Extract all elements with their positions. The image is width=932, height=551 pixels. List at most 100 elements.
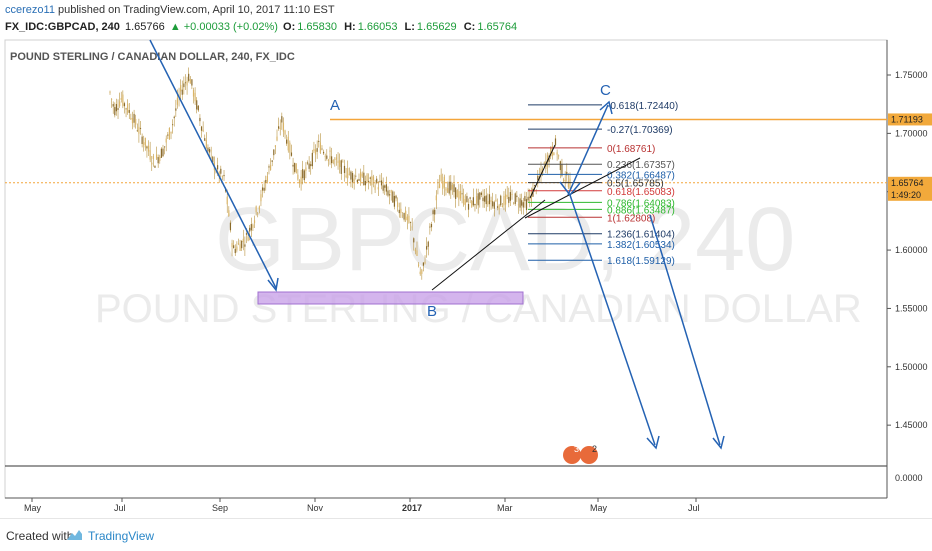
symbol-label: FX_IDC:GBPCAD, 240 [5, 21, 120, 33]
candle-body [422, 262, 425, 266]
candle-body [303, 170, 305, 181]
fib-level-label: -0.618(1.72440) [607, 101, 678, 112]
y-tick-label: 1.45000 [895, 420, 928, 430]
candle-body [111, 98, 113, 100]
publish-line: ccerezo11 published on TradingView.com, … [5, 4, 335, 16]
candle-body [260, 194, 262, 202]
tradingview-link[interactable]: TradingView [88, 529, 155, 543]
high-label: H: [344, 21, 356, 33]
support-box[interactable] [257, 291, 524, 305]
price-chart[interactable]: GBPCAD, 240 POUND STERLING / CANADIAN DO… [0, 0, 932, 518]
candle-body [455, 187, 457, 199]
candle-body [318, 140, 320, 143]
candle-body [266, 175, 268, 182]
trendline-b-c[interactable] [431, 199, 546, 291]
candle-body [519, 198, 521, 208]
x-tick-label: May [590, 503, 608, 513]
candle-body [525, 199, 528, 211]
candle-body [482, 197, 484, 202]
fibonacci-levels[interactable]: -0.618(1.72440) -0.27(1.70369) 0(1.68761) 0… [528, 101, 678, 267]
countdown-text: 1:49:20 [891, 190, 921, 200]
candle-body [392, 191, 394, 203]
candle-body [200, 126, 203, 131]
candle-body [205, 140, 207, 149]
event-badge-flag-icon[interactable] [563, 446, 581, 464]
candle-body [229, 222, 232, 231]
projection-arrows[interactable] [149, 39, 725, 450]
fib-level-label: 0.382(1.66487) [607, 170, 675, 181]
current-price-text: 1.65764 [891, 178, 924, 188]
candle-body [377, 187, 379, 190]
x-tick-label: 2017 [402, 503, 422, 513]
candle-body [268, 166, 270, 168]
candle-body [335, 157, 338, 160]
candle-body [374, 185, 376, 190]
arrow-up-c[interactable] [567, 104, 609, 196]
candle-body [438, 184, 441, 189]
candle-body [196, 100, 198, 110]
author-link[interactable]: ccerezo11 [5, 4, 55, 16]
candle-body [429, 226, 431, 228]
candle-body [498, 205, 500, 210]
candle-body [180, 85, 182, 92]
candle-body [384, 185, 386, 188]
candle-body [451, 184, 454, 190]
candle-body [501, 205, 503, 207]
candle-body [390, 190, 392, 193]
candle-body [133, 113, 135, 123]
candle-body [220, 168, 222, 174]
candle-body [514, 193, 516, 204]
candle-body [353, 178, 355, 182]
candle-body [513, 203, 515, 205]
candle-body [332, 159, 334, 164]
candle-body [298, 180, 301, 184]
candle-body [170, 131, 172, 134]
candle-body [409, 222, 412, 223]
candle-body [237, 243, 240, 245]
candle-body [306, 162, 309, 164]
event-badges[interactable]: 3 2 [563, 444, 598, 464]
resistance-price-label: 1.71193 [888, 113, 932, 126]
candle-body [416, 250, 418, 256]
candle-body [548, 155, 550, 163]
candle-body [326, 155, 328, 159]
wave-label-c: C [600, 82, 611, 99]
trendline-short[interactable] [529, 144, 556, 199]
candle-body [521, 200, 523, 206]
candle-body [212, 156, 214, 163]
y-tick-label: 1.55000 [895, 303, 928, 313]
candle-body [181, 89, 183, 95]
candle-body [265, 179, 267, 183]
candle-body [197, 105, 199, 111]
candle-body [258, 206, 260, 210]
candle-body [119, 101, 121, 107]
arrow-down-3[interactable] [649, 214, 721, 446]
candle-body [475, 196, 478, 204]
candle-body [112, 104, 114, 107]
candle-body [360, 171, 362, 182]
candle-body [155, 154, 158, 159]
arrow-down-1[interactable] [149, 39, 277, 289]
fib-level-label: 1.382(1.60534) [607, 240, 675, 251]
price-change: ▲ +0.00033 (+0.02%) [169, 21, 278, 33]
candle-body [388, 194, 391, 196]
candle-body [165, 138, 167, 143]
candle-body [223, 174, 225, 177]
event-badge-flag-icon-2[interactable] [580, 446, 598, 464]
y-tick-label: 1.75000 [895, 70, 928, 80]
candle-body [250, 224, 252, 231]
candle-body [533, 185, 536, 186]
candle-body [469, 197, 471, 199]
fib-level-label: -0.27(1.70369) [607, 125, 673, 136]
candle-body [184, 82, 187, 84]
candle-body [496, 206, 499, 208]
candle-body [322, 151, 325, 154]
trendline-upper[interactable] [524, 157, 641, 219]
candle-body [149, 150, 151, 160]
candle-body [432, 210, 434, 215]
candle-body [290, 152, 293, 156]
close-value: 1.65764 [477, 21, 518, 33]
arrow-down-2[interactable] [569, 194, 656, 446]
candle-body [257, 213, 259, 215]
candle-body [310, 164, 312, 167]
